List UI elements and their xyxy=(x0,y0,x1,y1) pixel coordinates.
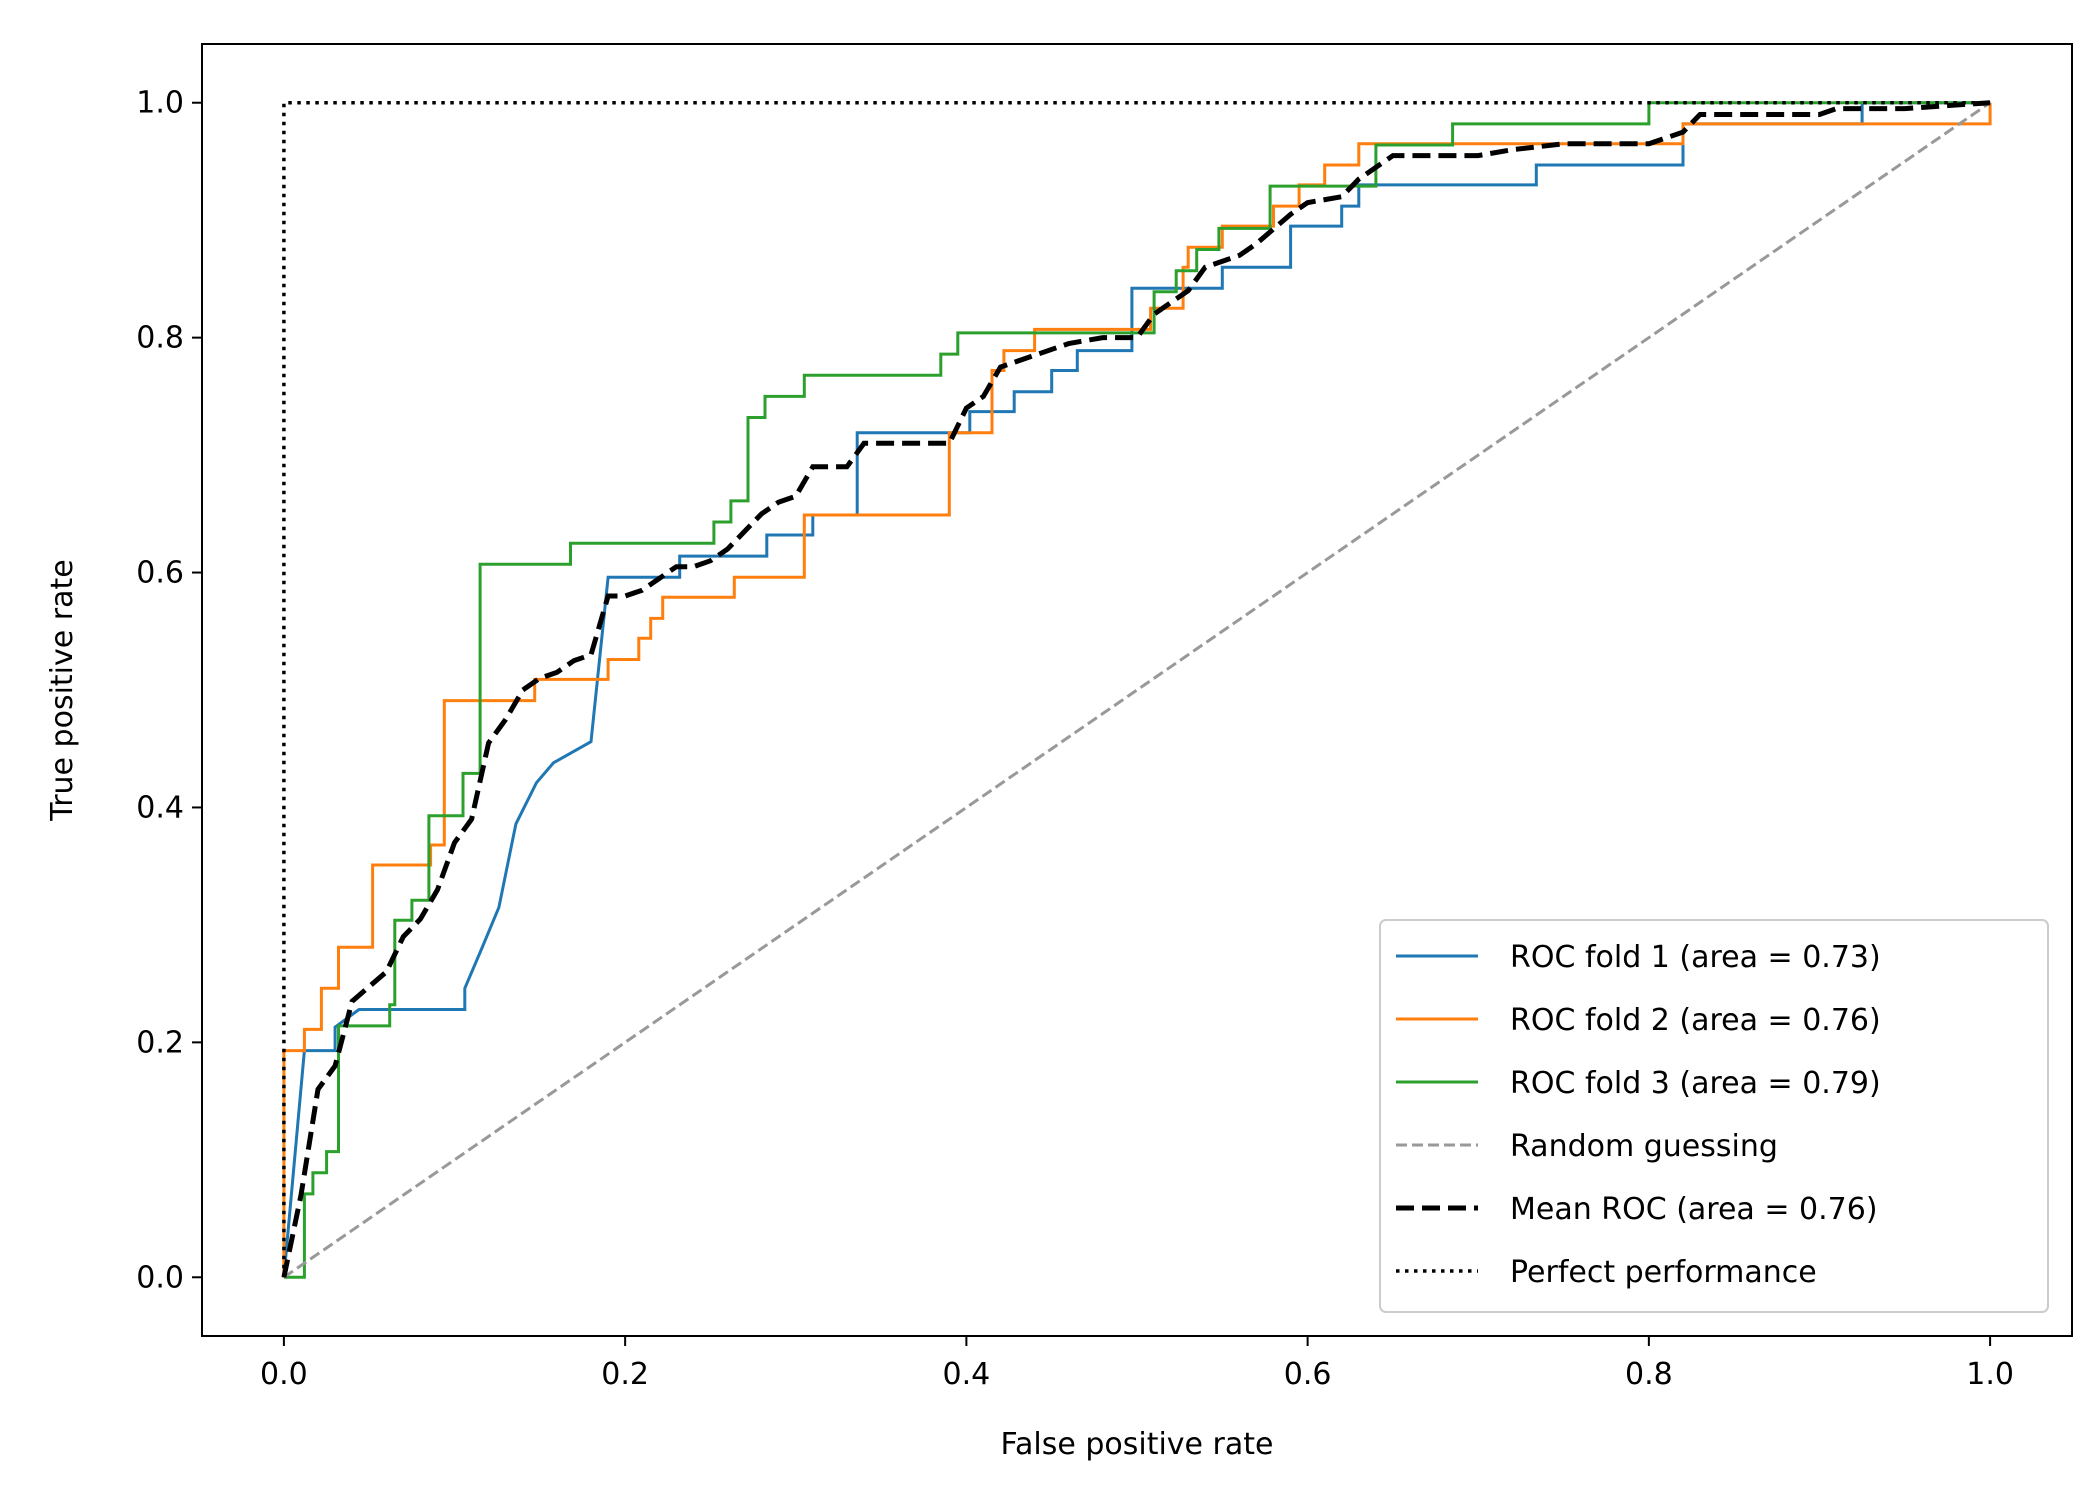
x-axis-ticks: 0.0 0.2 0.4 0.6 0.8 1.0 xyxy=(260,1336,2014,1392)
x-tick-label: 0.8 xyxy=(1625,1357,1673,1392)
series-line-5 xyxy=(281,100,1991,1278)
legend-label-5: Mean ROC (area = 0.76) xyxy=(1510,1192,1878,1227)
x-axis-label: False positive rate xyxy=(1001,1427,1274,1462)
y-tick-label: 0.6 xyxy=(136,556,184,591)
legend: ROC fold 1 (area = 0.73) ROC fold 2 (area… xyxy=(1379,919,2049,1313)
legend-label-6: Perfect performance xyxy=(1510,1255,1817,1290)
y-axis-label: True positive rate xyxy=(45,559,80,821)
legend-label-4: Random guessing xyxy=(1510,1129,1778,1164)
y-tick-label: 1.0 xyxy=(136,86,184,121)
legend-entries: ROC fold 1 (area = 0.73) ROC fold 2 (area… xyxy=(1396,940,1881,1290)
series-layer xyxy=(281,100,1992,1279)
series-line-4 xyxy=(283,101,1991,1279)
y-tick-label: 0.2 xyxy=(136,1025,184,1060)
legend-label-3: ROC fold 3 (area = 0.79) xyxy=(1510,1066,1881,1101)
y-tick-label: 0.0 xyxy=(136,1260,184,1295)
y-axis-ticks: 0.0 0.2 0.4 0.6 0.8 1.0 xyxy=(136,86,202,1295)
y-tick-label: 0.4 xyxy=(136,790,184,825)
x-tick-label: 0.0 xyxy=(260,1357,308,1392)
y-tick-label: 0.8 xyxy=(136,321,184,356)
series-line-3 xyxy=(283,101,1991,1279)
legend-label-2: ROC fold 2 (area = 0.76) xyxy=(1510,1003,1881,1038)
x-tick-label: 0.4 xyxy=(943,1357,991,1392)
axes-frame xyxy=(201,43,2073,1337)
series-line-2 xyxy=(282,102,1992,1278)
legend-box xyxy=(1379,919,2049,1313)
legend-label-1: ROC fold 1 (area = 0.73) xyxy=(1510,940,1881,975)
x-tick-label: 1.0 xyxy=(1966,1357,2014,1392)
x-tick-label: 0.2 xyxy=(601,1357,649,1392)
x-tick-label: 0.6 xyxy=(1284,1357,1332,1392)
